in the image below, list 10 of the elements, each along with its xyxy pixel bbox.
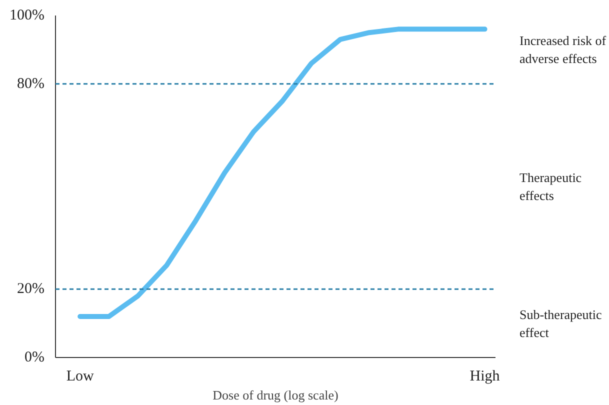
y-tick-label: 20%: [17, 281, 45, 298]
x-tick-label: Low: [66, 368, 94, 384]
x-tick-label: High: [470, 368, 500, 384]
x-axis-title: Dose of drug (log scale): [212, 388, 338, 402]
y-tick-label: 100%: [10, 8, 45, 24]
y-tick-label: 0%: [24, 350, 45, 366]
text: Therapeutic effects: [520, 170, 582, 203]
y-tick-label: 80%: [17, 76, 45, 92]
text: Increased risk of adverse effects: [520, 33, 607, 66]
text: Sub-therapeutic effect: [520, 306, 602, 340]
